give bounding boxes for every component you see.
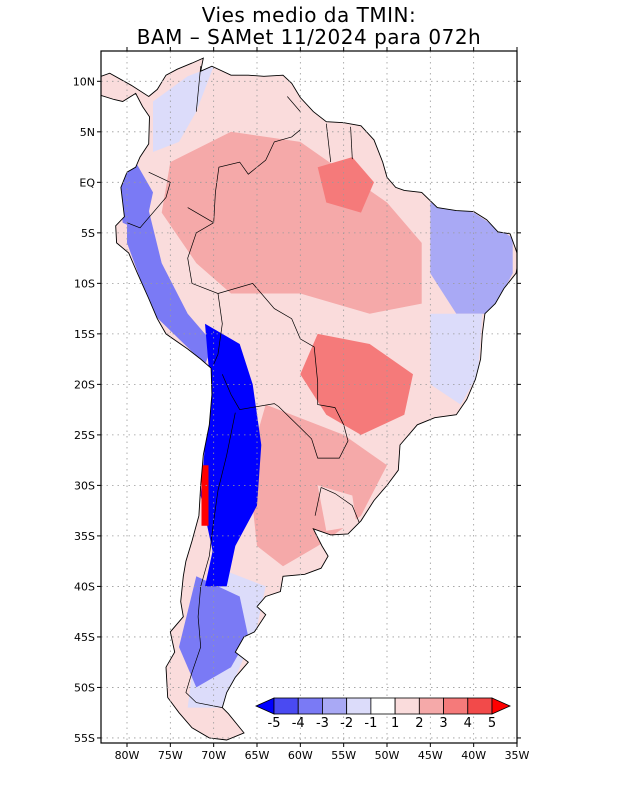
northeast-cool-area: [430, 202, 513, 314]
ecuador-cold-area: [118, 162, 153, 233]
lon-label: 60W: [288, 749, 313, 762]
border-line: [187, 207, 214, 224]
lat-label: 10N: [73, 75, 95, 88]
uruguay-light-area: [317, 485, 357, 531]
andes-south-cold-area: [205, 546, 236, 587]
lat-label: 10S: [74, 277, 95, 290]
lat-label: 15S: [74, 328, 95, 341]
lat-label: 5N: [80, 126, 95, 139]
colorbar-label: -5: [268, 716, 281, 731]
colorbar-label: -3: [316, 716, 329, 731]
gridlines: [101, 51, 517, 743]
lat-label: EQ: [79, 176, 95, 189]
lon-label: 55W: [331, 749, 356, 762]
map-title-line2: BAM – SAMet 11/2024 para 072h: [136, 25, 482, 49]
lat-label: 5S: [81, 227, 95, 240]
border-line: [350, 126, 353, 160]
pacific-coast-cold: [127, 192, 214, 365]
colorbar-label: 3: [439, 716, 447, 731]
east-cool-area: [430, 313, 483, 405]
colorbar-label: 2: [415, 716, 423, 731]
border-line: [185, 412, 236, 708]
colorbar-label: 4: [464, 716, 472, 731]
lon-label: 35W: [505, 749, 530, 762]
southcentral-warm-area: [248, 404, 387, 567]
colorbar-max-arrow: [491, 697, 511, 715]
colorbar-swatch: [467, 697, 493, 715]
colorbar-swatch: [394, 697, 420, 715]
lat-label: 35S: [74, 530, 95, 543]
coastline: [101, 57, 517, 741]
lat-label: 25S: [74, 429, 95, 442]
lat-label: 20S: [74, 378, 95, 391]
colorbar: -5 -4 -3 -2 -1 1 2 3 4 5: [255, 697, 511, 731]
colorbar-swatch: [297, 697, 323, 715]
longitude-axis: 80W 75W 70W 65W 60W 55W 50W 45W 40W 35W: [115, 47, 530, 762]
lat-label: 50S: [74, 681, 95, 694]
lon-label: 40W: [461, 749, 486, 762]
latitude-axis: 10N 5N EQ 5S 10S 15S 20S 25S 30S 35S 40S 45S 50S 55S: [73, 75, 521, 745]
lon-label: 80W: [115, 749, 140, 762]
border-line: [126, 171, 171, 229]
chile-warm-strip: [201, 465, 209, 526]
north-warm-core: [317, 157, 374, 213]
colorbar-label: 5: [488, 716, 496, 731]
border-line: [217, 283, 349, 459]
colorbar-swatch: [370, 697, 396, 715]
colorbar-label: -4: [292, 716, 305, 731]
colorbar-label: 1: [391, 716, 399, 731]
colorbar-swatch: [443, 697, 469, 715]
colorbar-label: -1: [364, 716, 377, 731]
colorbar-swatch: [346, 697, 372, 715]
colorbar-swatch: [273, 697, 299, 715]
central-warm-core: [300, 333, 413, 435]
lon-label: 50W: [375, 749, 400, 762]
andes-cold-area: [200, 323, 262, 557]
border-line: [314, 487, 322, 516]
map-frame: [100, 50, 518, 744]
lat-label: 45S: [74, 631, 95, 644]
lat-label: 30S: [74, 479, 95, 492]
lon-label: 75W: [158, 749, 183, 762]
border-line: [320, 487, 360, 523]
amazon-warm-area: [161, 131, 422, 314]
lat-label: 40S: [74, 580, 95, 593]
colorbar-label: -2: [340, 716, 353, 731]
map-title-line1: Vies medio da TMIN:: [201, 3, 417, 27]
colorbar-swatch: [322, 697, 348, 715]
lon-label: 65W: [245, 749, 270, 762]
border-line: [325, 123, 332, 163]
colorbar-swatch: [418, 697, 444, 715]
border-line: [195, 66, 202, 112]
lon-label: 45W: [418, 749, 443, 762]
lat-label: 55S: [74, 732, 95, 745]
lon-label: 70W: [201, 749, 226, 762]
country-borders: [126, 66, 360, 708]
border-line: [187, 129, 301, 365]
border-line: [287, 96, 301, 112]
